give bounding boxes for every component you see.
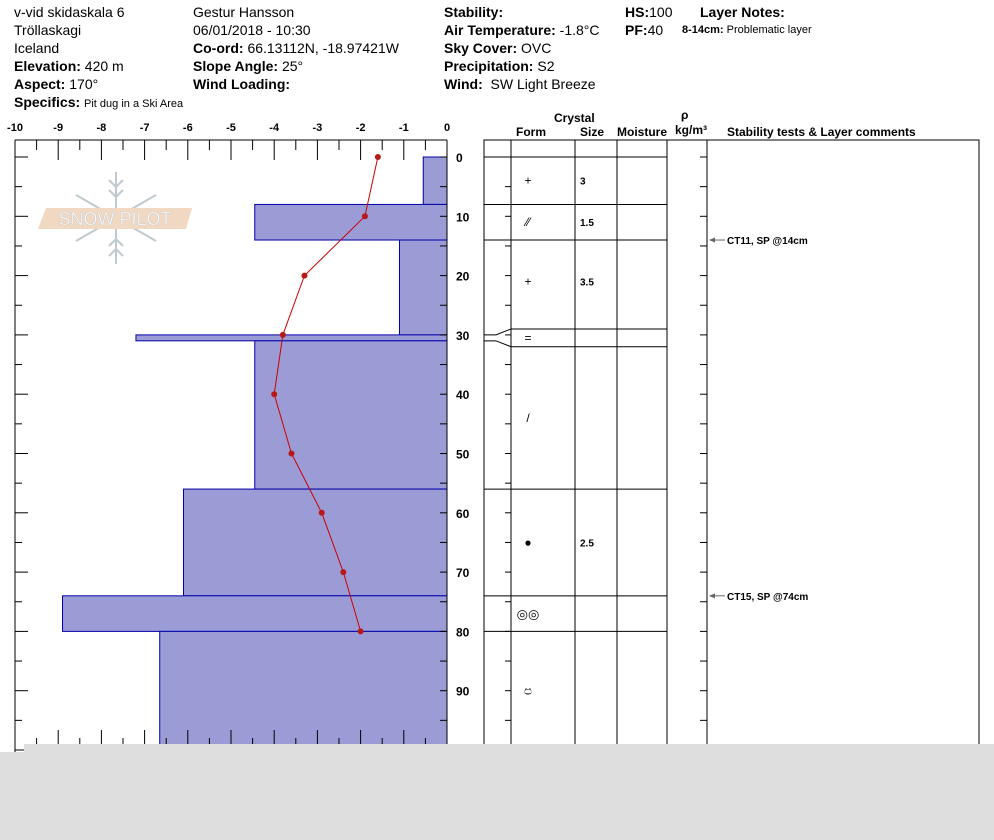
bottom-overlay [24,744,994,840]
grain-form-symbol: + [524,174,531,188]
temperature-point [374,154,381,160]
x-tick-label: -4 [269,122,280,134]
layer-boundary [484,340,667,348]
air-temperature: Air Temperature: -1.8°C [444,22,600,38]
y-tick-label: 40 [456,388,470,402]
elevation: Elevation: 420 m [14,58,124,74]
specifics: Specifics: Pit dug in a Ski Area [14,94,184,110]
x-tick-label: -9 [53,122,63,134]
grain-form-symbol: / [526,411,530,425]
hardness-bar [182,488,448,597]
y-tick-label: 70 [456,566,470,580]
x-tick-label: -5 [226,122,236,134]
y-tick-label: 10 [456,210,470,224]
wind-loading: Wind Loading: [193,76,291,92]
header-rho: ρ [681,108,689,122]
arrowhead-icon [709,237,715,243]
datetime: 06/01/2018 - 10:30 [193,22,311,38]
pf: PF:40 [625,22,664,38]
temperature-point [361,213,368,220]
y-tick-label: 50 [456,448,470,462]
aspect: Aspect: 170° [14,76,99,92]
header-form: Form [516,125,546,139]
grain-form-symbol: = [524,331,531,345]
x-tick-label: -2 [356,122,366,134]
header-crystal: Crystal [554,111,595,125]
hardness-bar [422,156,448,205]
layer-note: 8-14cm: Problematic layer [682,24,812,36]
hardness-bar [254,203,448,241]
grain-form-symbol: + [524,275,531,289]
hardness-bar [159,630,448,751]
temperature-point [340,569,347,576]
temperature-point [288,450,295,457]
y-tick-label: 0 [456,151,463,165]
sky-cover: Sky Cover: OVC [444,40,552,56]
hardness-bar [254,340,448,490]
country: Iceland [14,40,60,56]
x-tick-label: -1 [399,122,409,134]
y-tick-label: 90 [456,685,470,699]
wind: Wind: SW Light Breeze [444,76,596,92]
observer: Gestur Hansson [193,4,295,20]
grain-form-symbol: ප [524,684,532,698]
region: Tröllaskagi [14,22,82,38]
x-tick-label: -7 [140,122,150,134]
slope-angle: Slope Angle: 25° [193,58,304,74]
pit-name: v-vid skidaskala 6 [14,4,125,20]
grain-form-symbol: ● [524,535,531,549]
temperature-point [301,272,308,279]
grain-form-symbol: ⁄⁄ [523,215,532,229]
temperature-point [271,391,278,398]
temperature-point [318,509,325,516]
svg-text:SNOW PILOT: SNOW PILOT [58,209,171,229]
grain-size: 2.5 [580,538,594,549]
coord: Co-ord: 66.13112N, -18.97421W [193,40,399,56]
header-moisture: Moisture [617,125,668,139]
header-density: kg/m³ [675,123,708,137]
header-size: Size [580,125,605,139]
x-tick-label: -8 [97,122,107,134]
temperature-point [279,331,286,338]
hardness-bar [398,239,448,336]
temperature-point [357,628,364,635]
grain-size: 3.5 [580,278,594,289]
layer-table-frame [483,139,980,761]
stability: Stability: [444,4,504,20]
y-tick-label: 20 [456,270,470,284]
precipitation: Precipitation: S2 [444,58,555,74]
x-tick-label: -10 [7,122,23,134]
snowpilot-logo: SNOW PILOT [38,172,192,264]
stability-test-comment: CT15, SP @74cm [727,592,808,603]
x-tick-label: -3 [313,122,323,134]
layer-notes-label: Layer Notes: [700,4,785,20]
hardness-bar [62,595,448,632]
hardness-bar [135,334,448,342]
arrowhead-icon [709,593,715,599]
hs: HS:100 [625,4,673,20]
layer-boundary [484,328,667,336]
y-tick-label: 30 [456,329,470,343]
y-tick-label: 80 [456,625,470,639]
grain-form-symbol: ◎◎ [517,607,540,622]
header-comments: Stability tests & Layer comments [727,125,916,139]
stability-test-comment: CT11, SP @14cm [727,236,808,247]
x-tick-label: -6 [183,122,193,134]
y-tick-label: 60 [456,507,470,521]
grain-size: 3 [580,177,586,188]
x-tick-label: 0 [444,122,450,134]
grain-size: 1.5 [580,218,594,229]
